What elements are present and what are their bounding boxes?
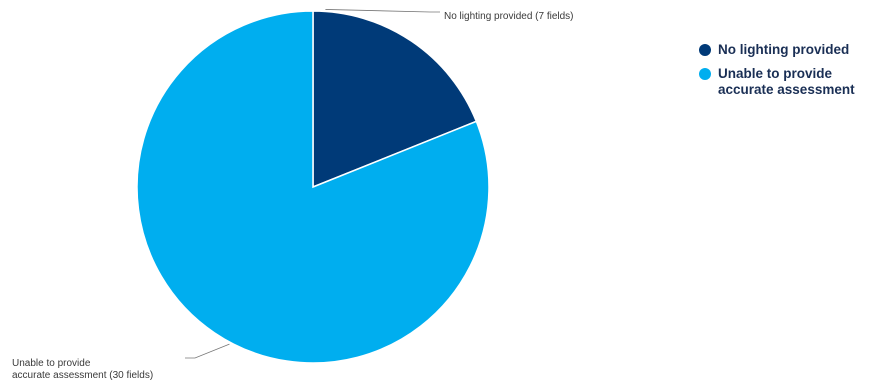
pie-slices — [137, 11, 489, 363]
slice-label-line: accurate assessment (30 fields) — [12, 370, 153, 381]
leader-line-unable-to-provide-accurate-assessment — [185, 344, 229, 358]
slice-label-unable-to-provide-accurate-assessment: Unable to provide accurate assessment (30… — [12, 358, 153, 381]
slice-label-line: Unable to provide — [12, 358, 91, 369]
slice-label-line: No lighting provided (7 fields) — [444, 11, 574, 22]
legend-swatch-unable-to-assess — [699, 68, 711, 80]
leader-line-no-lighting-provided — [325, 9, 440, 12]
slice-label-no-lighting-provided: No lighting provided (7 fields) — [444, 11, 574, 22]
legend-item-no-lighting[interactable]: No lighting provided — [699, 42, 874, 58]
legend-label-unable-to-assess: Unable to provide accurate assessment — [718, 66, 874, 98]
legend-item-unable-to-assess[interactable]: Unable to provide accurate assessment — [699, 66, 874, 98]
legend: No lighting provided Unable to provide a… — [699, 42, 874, 106]
legend-swatch-no-lighting — [699, 44, 711, 56]
legend-label-no-lighting: No lighting provided — [718, 42, 874, 58]
